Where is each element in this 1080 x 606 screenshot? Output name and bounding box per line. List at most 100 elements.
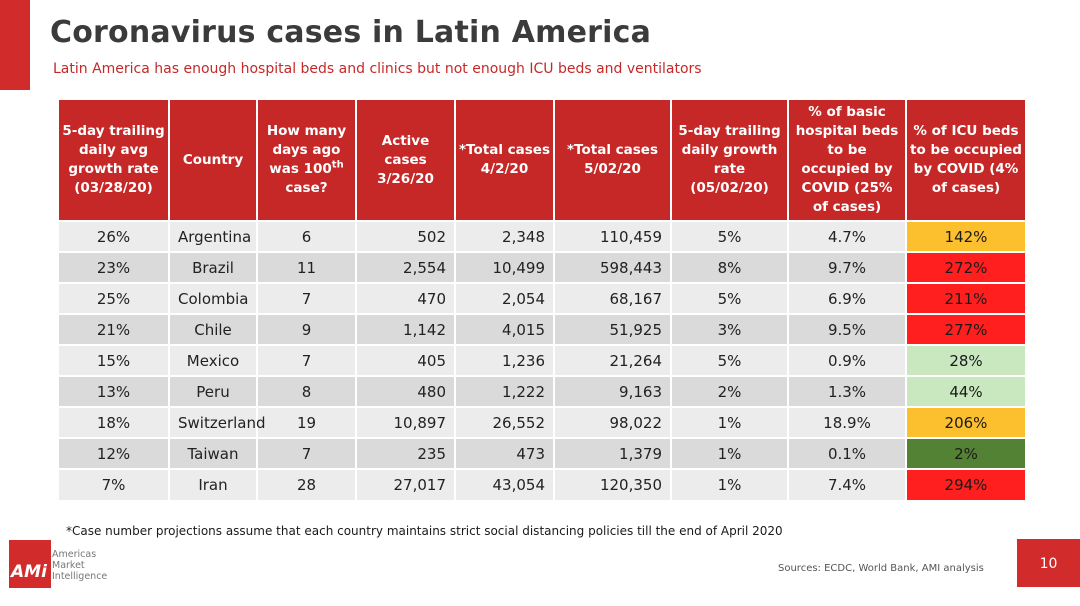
cell-country: Taiwan <box>169 437 258 469</box>
header-country: Country <box>169 100 258 221</box>
cell-days-ago: 19 <box>257 406 357 438</box>
header-days-ago-post: case? <box>285 180 328 196</box>
cell-days-ago: 7 <box>257 437 357 469</box>
cell-total-0402: 10,499 <box>455 251 555 283</box>
cell-country: Chile <box>169 313 258 345</box>
cell-total-0402: 26,552 <box>455 406 555 438</box>
header-days-ago: How many days ago was 100th case? <box>257 100 357 221</box>
cell-total-0402: 2,054 <box>455 282 555 314</box>
cell-active-0326: 27,017 <box>356 468 456 500</box>
cell-active-0326: 2,554 <box>356 251 456 283</box>
header-growth-0328: 5-day trailing daily avg growth rate (03… <box>59 100 170 221</box>
cell-days-ago: 8 <box>257 375 357 407</box>
cell-days-ago: 11 <box>257 251 357 283</box>
cell-total-0402: 1,222 <box>455 375 555 407</box>
cell-growth-0502: 3% <box>671 313 789 345</box>
cell-icu-beds: 211% <box>906 282 1025 314</box>
cell-hospital-beds: 7.4% <box>788 468 907 500</box>
cell-country: Mexico <box>169 344 258 376</box>
cell-growth-0502: 1% <box>671 468 789 500</box>
cell-icu-beds: 142% <box>906 220 1025 252</box>
cell-total-0502: 120,350 <box>554 468 672 500</box>
header-total-0502: *Total cases 5/02/20 <box>554 100 672 221</box>
header-hospital-beds: % of basic hospital beds to be occupied … <box>788 100 907 221</box>
sources-note: Sources: ECDC, World Bank, AMI analysis <box>778 563 984 574</box>
cell-growth-0328: 13% <box>59 375 170 407</box>
cell-icu-beds: 44% <box>906 375 1025 407</box>
logo-line: Intelligence <box>52 571 108 582</box>
cell-active-0326: 10,897 <box>356 406 456 438</box>
page-number-box <box>1017 539 1080 587</box>
cell-hospital-beds: 18.9% <box>788 406 907 438</box>
ami-logo <box>9 540 51 588</box>
cell-hospital-beds: 9.7% <box>788 251 907 283</box>
table-row: 23% Brazil 11 2,554 10,499 598,443 8% 9.… <box>59 251 1025 283</box>
table-header-row: 5-day trailing daily avg growth rate (03… <box>59 100 1025 221</box>
cell-total-0502: 598,443 <box>554 251 672 283</box>
header-total-0402: *Total cases 4/2/20 <box>455 100 555 221</box>
cell-active-0326: 235 <box>356 437 456 469</box>
cell-total-0402: 4,015 <box>455 313 555 345</box>
header-active-0326: Active cases 3/26/20 <box>356 100 456 221</box>
cell-total-0502: 68,167 <box>554 282 672 314</box>
table-row: 25% Colombia 7 470 2,054 68,167 5% 6.9% … <box>59 282 1025 314</box>
table-row: 21% Chile 9 1,142 4,015 51,925 3% 9.5% 2… <box>59 313 1025 345</box>
cell-country: Iran <box>169 468 258 500</box>
table-row: 15% Mexico 7 405 1,236 21,264 5% 0.9% 28… <box>59 344 1025 376</box>
cell-country: Brazil <box>169 251 258 283</box>
cell-active-0326: 502 <box>356 220 456 252</box>
cell-growth-0502: 5% <box>671 220 789 252</box>
cell-days-ago: 28 <box>257 468 357 500</box>
table-row: 7% Iran 28 27,017 43,054 120,350 1% 7.4%… <box>59 468 1025 500</box>
cell-days-ago: 6 <box>257 220 357 252</box>
table-row: 13% Peru 8 480 1,222 9,163 2% 1.3% 44% <box>59 375 1025 407</box>
cell-icu-beds: 272% <box>906 251 1025 283</box>
cell-total-0502: 51,925 <box>554 313 672 345</box>
table-row: 26% Argentina 6 502 2,348 110,459 5% 4.7… <box>59 220 1025 252</box>
cell-icu-beds: 206% <box>906 406 1025 438</box>
cell-hospital-beds: 9.5% <box>788 313 907 345</box>
cell-total-0402: 43,054 <box>455 468 555 500</box>
ami-logo-wordmark: Americas Market Intelligence <box>52 549 107 582</box>
cell-total-0402: 473 <box>455 437 555 469</box>
cell-growth-0328: 25% <box>59 282 170 314</box>
cell-total-0502: 9,163 <box>554 375 672 407</box>
cell-growth-0328: 7% <box>59 468 170 500</box>
cell-hospital-beds: 0.1% <box>788 437 907 469</box>
cell-growth-0502: 1% <box>671 406 789 438</box>
cell-growth-0502: 5% <box>671 344 789 376</box>
cell-total-0502: 110,459 <box>554 220 672 252</box>
cell-active-0326: 1,142 <box>356 313 456 345</box>
header-days-ago-text: How many days ago was 100 <box>266 123 347 177</box>
cell-icu-beds: 28% <box>906 344 1025 376</box>
cell-active-0326: 470 <box>356 282 456 314</box>
logo-line: Market <box>52 560 85 571</box>
cell-icu-beds: 2% <box>906 437 1025 469</box>
cell-country: Colombia <box>169 282 258 314</box>
logo-line: Americas <box>52 549 97 560</box>
table-body: 26% Argentina 6 502 2,348 110,459 5% 4.7… <box>59 220 1025 500</box>
covid-cases-table: 5-day trailing daily avg growth rate (03… <box>59 100 1025 500</box>
header-icu-beds: % of ICU beds to be occupied by COVID (4… <box>906 100 1025 221</box>
cell-growth-0502: 5% <box>671 282 789 314</box>
cell-growth-0328: 26% <box>59 220 170 252</box>
cell-growth-0502: 1% <box>671 437 789 469</box>
cell-total-0502: 1,379 <box>554 437 672 469</box>
cell-country: Argentina <box>169 220 258 252</box>
cell-total-0402: 2,348 <box>455 220 555 252</box>
cell-hospital-beds: 4.7% <box>788 220 907 252</box>
cell-growth-0328: 23% <box>59 251 170 283</box>
cell-hospital-beds: 0.9% <box>788 344 907 376</box>
table-row: 12% Taiwan 7 235 473 1,379 1% 0.1% 2% <box>59 437 1025 469</box>
table-row: 18% Switzerland 19 10,897 26,552 98,022 … <box>59 406 1025 438</box>
cell-days-ago: 9 <box>257 313 357 345</box>
slide-subtitle: Latin America has enough hospital beds a… <box>53 61 702 77</box>
cell-total-0502: 21,264 <box>554 344 672 376</box>
page-number: 10 <box>1039 556 1058 572</box>
title-accent-bar <box>0 0 30 90</box>
cell-active-0326: 480 <box>356 375 456 407</box>
cell-growth-0328: 15% <box>59 344 170 376</box>
cell-hospital-beds: 6.9% <box>788 282 907 314</box>
cell-total-0402: 1,236 <box>455 344 555 376</box>
cell-icu-beds: 294% <box>906 468 1025 500</box>
